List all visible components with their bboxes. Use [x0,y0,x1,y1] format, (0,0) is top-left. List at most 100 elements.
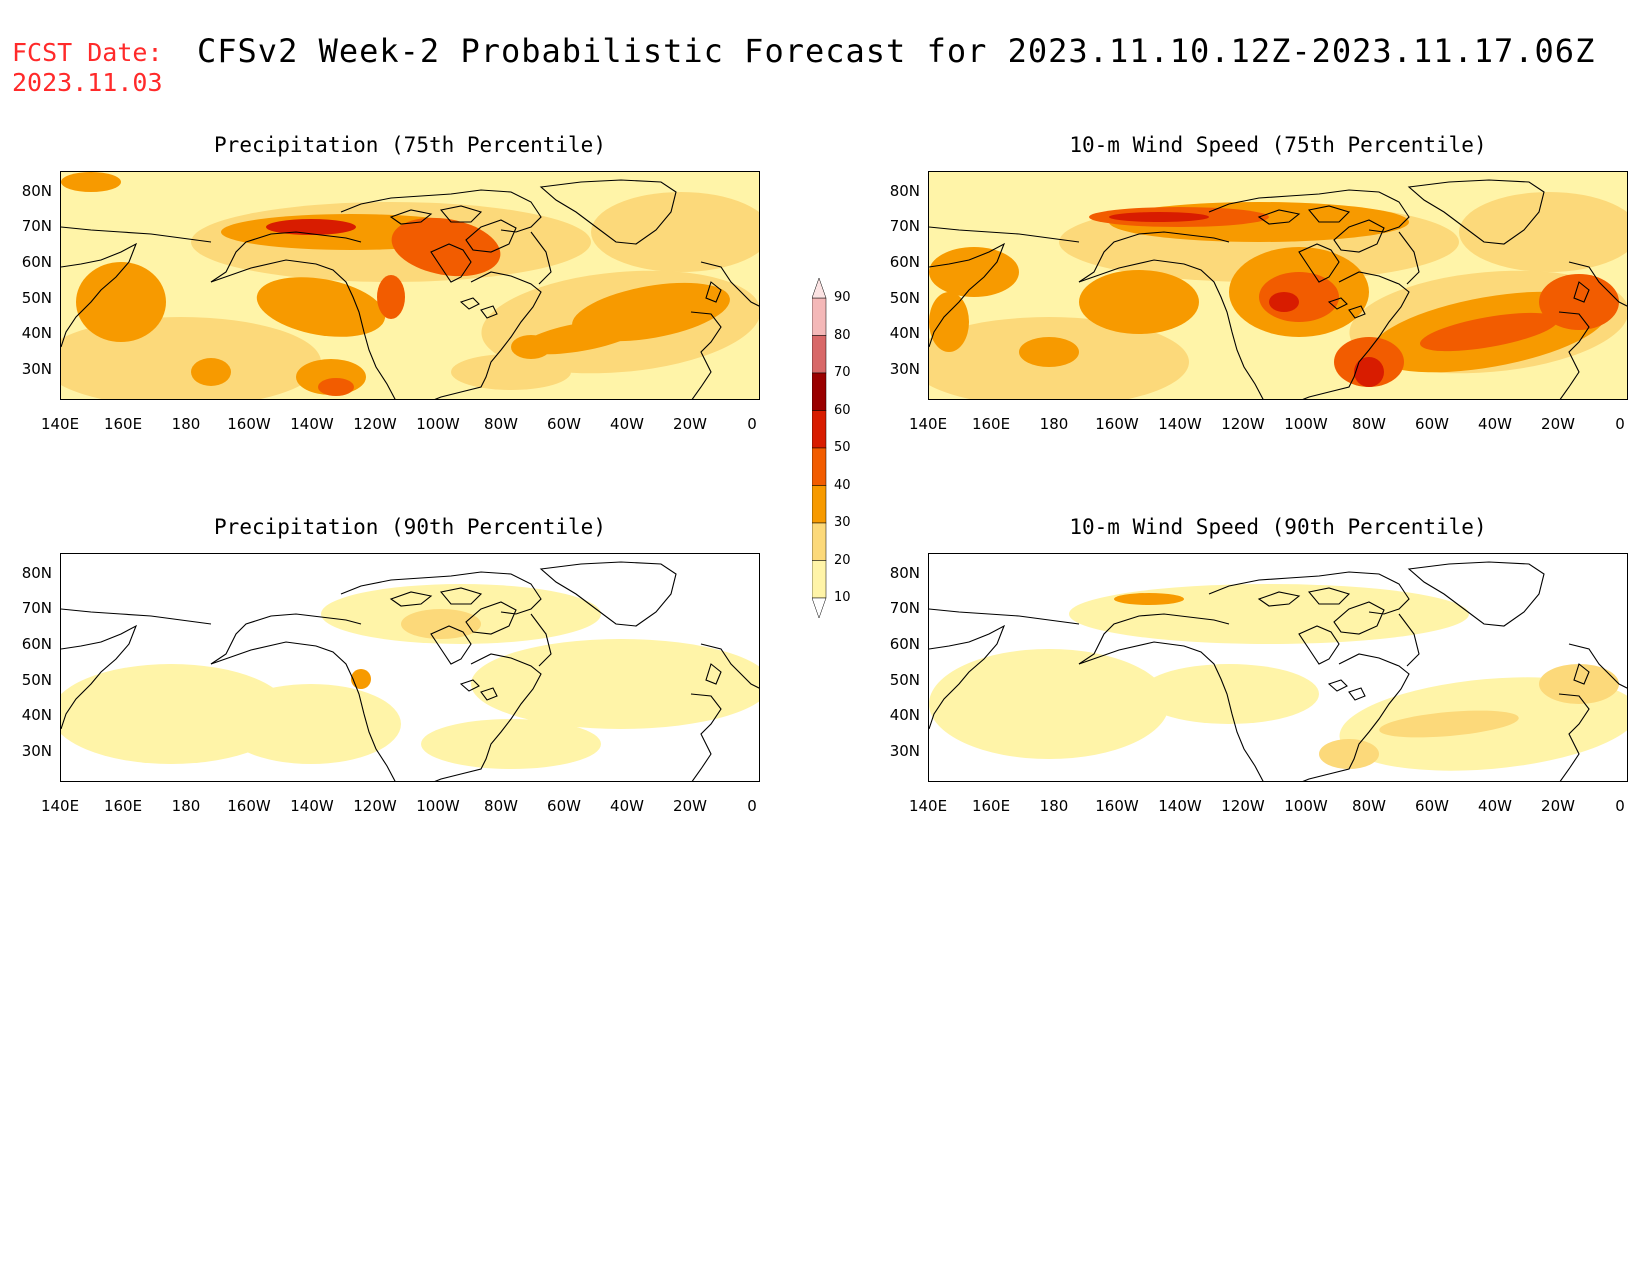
lon-tick-label: 40W [610,415,644,433]
colorbar-swatch [812,335,827,374]
colorbar-tick-label: 20 [834,552,851,568]
coastline [1327,297,1348,310]
lat-tick-label: 40N [889,706,920,724]
colorbar-swatch [812,560,827,599]
colorbar-tick-label: 70 [834,365,851,380]
lon-tick-label: 100W [1284,797,1328,815]
lat-tick-label: 70N [21,217,52,235]
map-area [928,171,1628,400]
lat-tick-label: 80N [21,182,52,200]
forecast-region [1379,710,1519,738]
lon-tick-label: 20W [1541,797,1575,815]
coastline [700,261,759,307]
coastline [210,641,396,781]
coastline [210,259,396,399]
panel-title: 10-m Wind Speed (75th Percentile) [1069,133,1487,157]
coastline [480,687,498,701]
coastline [340,571,542,615]
coastline [1298,625,1340,665]
forecast-region [1019,337,1079,367]
coastline [1302,271,1410,399]
forecast-date-value: 2023.11.03 [12,68,163,97]
panel-wind-90: 10-m Wind Speed (90th Percentile) 80N 70N… [868,515,1628,845]
forecast-region [1069,584,1469,644]
coastline [439,205,483,223]
lon-tick-label: 0 [747,797,757,815]
coastline [465,219,517,253]
coastline [210,231,362,283]
lon-tick-label: 0 [747,415,757,433]
panel-precip-75: Precipitation (75th Percentile) 80N 70N 60… [0,133,760,463]
lon-tick-label: 100W [416,415,460,433]
lon-tick-label: 140E [908,415,948,433]
panel-wind-75: 10-m Wind Speed (75th Percentile) 80N 70N… [868,133,1628,463]
lat-tick-label: 40N [21,324,52,342]
colorbar-swatch [812,372,827,411]
coastline [1078,641,1264,781]
map-svg [61,172,759,399]
coastline [1327,679,1348,692]
map-area [60,171,760,400]
coastline [1208,189,1410,233]
lon-tick-label: 100W [416,797,460,815]
colorbar-swatch [812,410,827,449]
colorbar-tick-label: 50 [834,440,851,455]
coastline [929,624,1006,730]
coastline [1078,259,1264,399]
forecast-region [1259,272,1339,322]
colorbar-swatch [812,485,827,524]
forecast-region [1109,212,1209,222]
coastline [1558,311,1590,399]
lon-tick-label: 160E [971,797,1011,815]
forecast-region [266,219,356,235]
lon-tick-label: 140E [40,415,80,433]
lat-tick-label: 40N [889,324,920,342]
lon-tick-label: 0 [1615,797,1625,815]
colorbar-tick-label: 40 [834,477,851,493]
panel-precip-90: Precipitation (90th Percentile) 80N 70N 60… [0,515,760,845]
colorbar-swatch [812,522,827,561]
lat-tick-label: 80N [21,564,52,582]
forecast-region [221,684,401,764]
lon-tick-label: 80W [1352,415,1386,433]
forecast-region [511,335,551,359]
lat-tick-label: 30N [21,742,52,760]
colorbar-tick-label: 80 [834,327,851,343]
coastline [210,613,362,665]
coastline [705,663,722,685]
lon-tick-label: 40W [1478,415,1512,433]
coastline [700,643,759,689]
coastline [1078,613,1230,665]
colorbar-tick-label: 90 [834,290,851,305]
forecast-region [929,649,1169,759]
coastline [1302,653,1410,781]
coastline [389,209,433,225]
forecast-region [1459,192,1627,272]
coastline [705,281,722,303]
lon-tick-label: 160W [1095,797,1139,815]
coastline [1333,601,1385,635]
forecast-region [191,358,231,386]
lat-tick-label: 40N [21,706,52,724]
lat-tick-label: 80N [889,182,920,200]
coastline [690,311,722,399]
forecast-region [929,247,1019,297]
forecast-region [256,277,386,337]
lon-tick-label: 80W [484,797,518,815]
lon-tick-label: 180 [171,415,201,433]
lon-tick-label: 80W [1352,797,1386,815]
lon-tick-label: 160E [103,415,143,433]
forecast-region [591,192,759,272]
coastline [929,608,1080,625]
map-area [928,553,1628,782]
forecast-region [1539,664,1619,704]
coastline [61,608,212,625]
map-svg [929,172,1627,399]
lon-tick-label: 20W [1541,415,1575,433]
lon-tick-label: 160W [227,415,271,433]
coastline [459,297,480,310]
lat-tick-label: 60N [889,635,920,653]
forecast-region [76,262,166,342]
coastline [61,226,212,243]
coastline [1257,591,1301,607]
